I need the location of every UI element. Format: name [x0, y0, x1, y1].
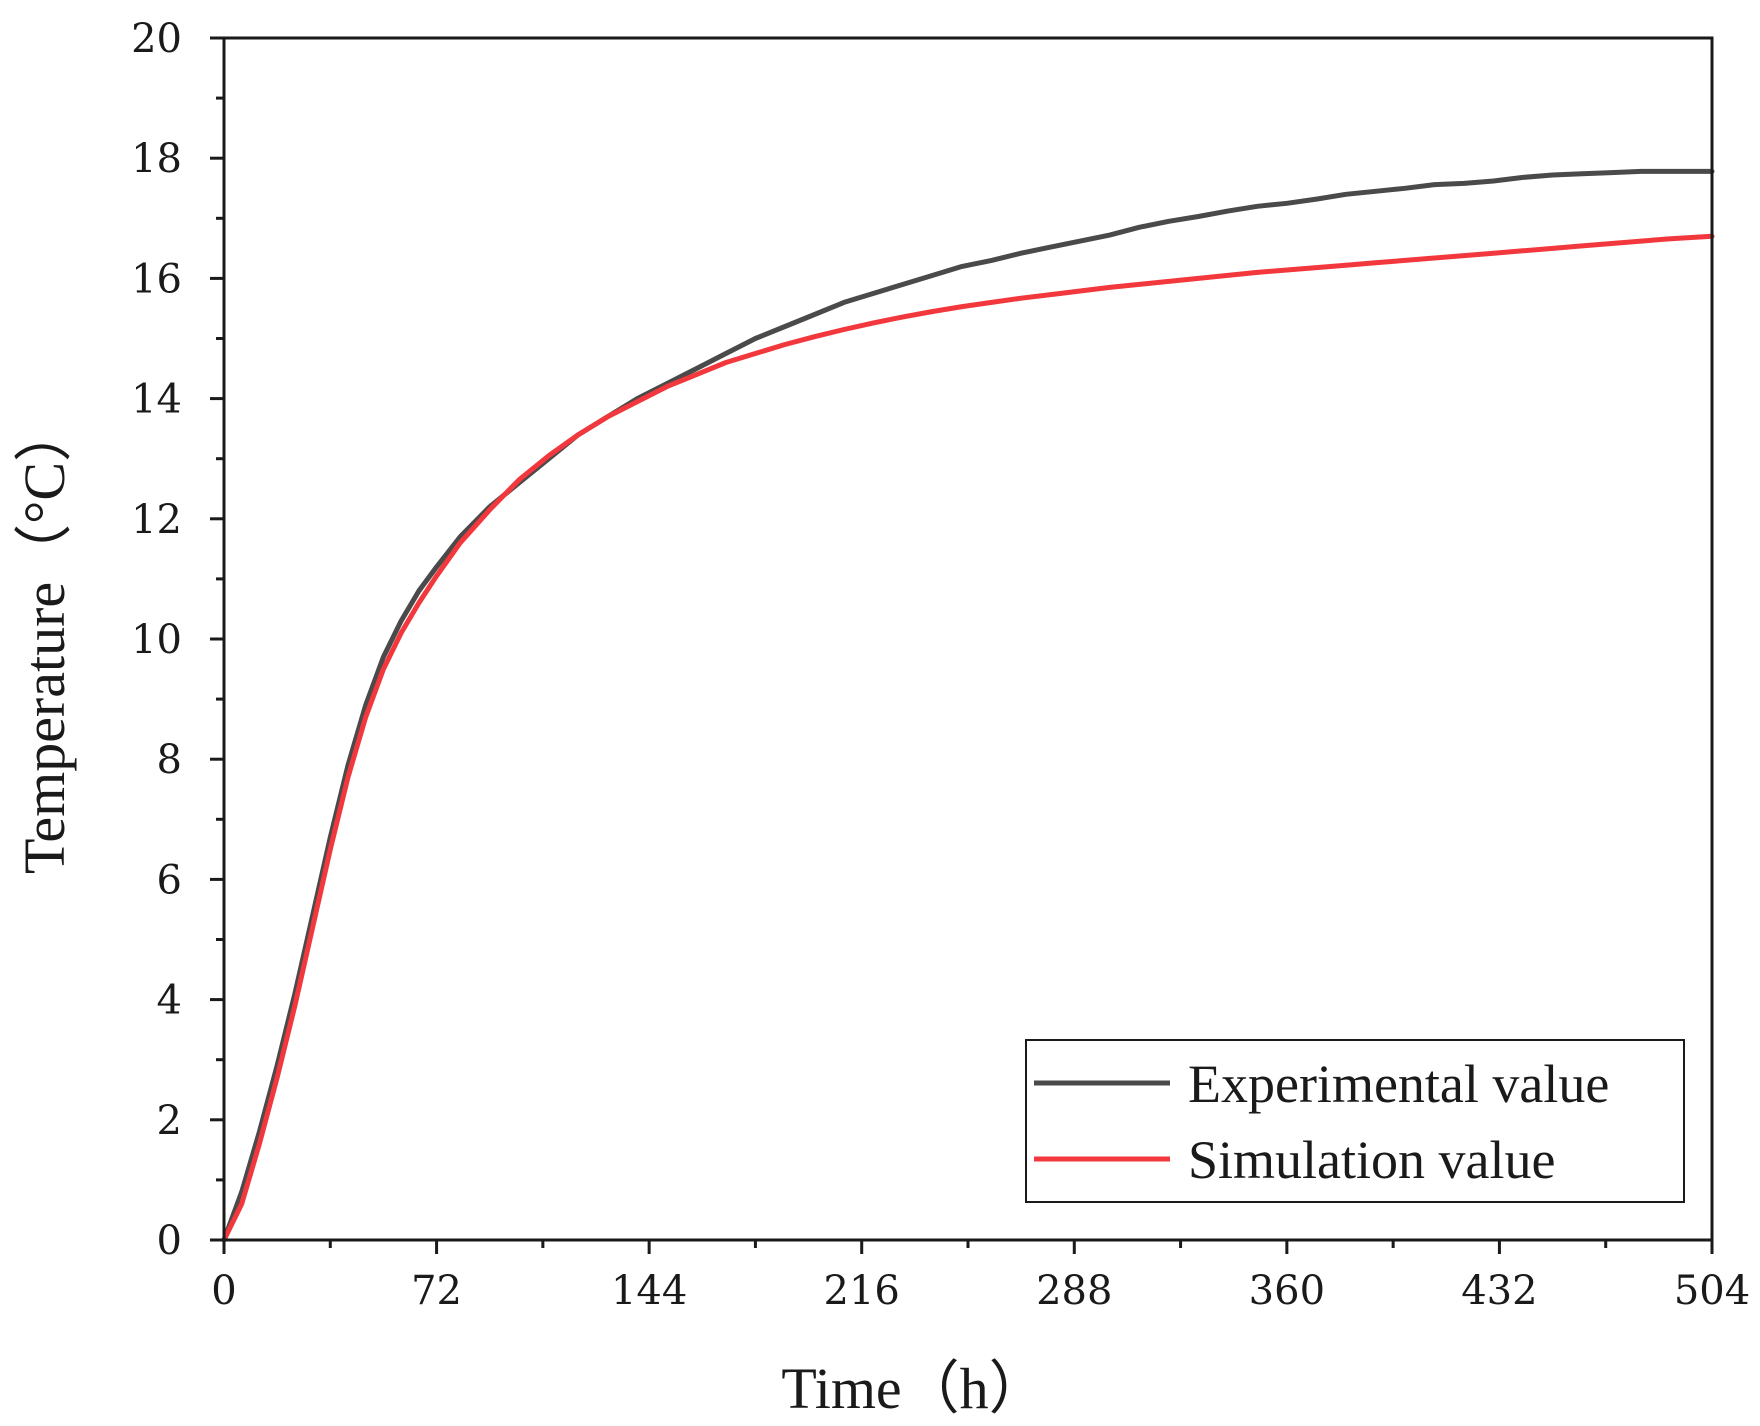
x-axis-title: Time（h） — [781, 1356, 1046, 1421]
x-axis-tick-labels: 0 72 144 216 288 360 432 504 — [211, 1268, 1750, 1314]
x-axis-ticks — [222, 1240, 1714, 1254]
legend: Experimental value Simulation value — [1025, 1039, 1685, 1203]
x-tick-label: 432 — [1461, 1268, 1537, 1314]
y-tick-label: 0 — [157, 1218, 182, 1264]
series-line-experimental-value — [221, 168, 1715, 1243]
y-tick-label: 14 — [131, 377, 182, 423]
x-tick-label: 216 — [824, 1268, 900, 1314]
x-tick-label: 288 — [1036, 1268, 1112, 1314]
x-tick-label: 360 — [1249, 1268, 1325, 1314]
x-tick-label: 0 — [211, 1268, 236, 1314]
y-axis-ticks — [210, 36, 224, 1242]
y-tick-label: 10 — [131, 617, 182, 663]
y-tick-label: 16 — [131, 256, 182, 302]
y-tick-label: 18 — [131, 136, 182, 182]
series-line-simulation-value — [221, 233, 1715, 1243]
plot-lines — [221, 168, 1715, 1243]
legend-label-simulation: Simulation value — [1188, 1130, 1555, 1190]
legend-label-experimental: Experimental value — [1188, 1054, 1609, 1114]
x-tick-label: 504 — [1674, 1268, 1750, 1314]
y-tick-label: 12 — [131, 497, 182, 543]
y-tick-label: 20 — [131, 16, 182, 62]
x-tick-label: 72 — [411, 1268, 462, 1314]
y-tick-label: 8 — [157, 737, 182, 783]
y-tick-label: 6 — [157, 857, 182, 903]
y-tick-label: 4 — [157, 978, 182, 1024]
y-tick-label: 2 — [157, 1098, 182, 1144]
legend-box — [1025, 1039, 1685, 1203]
y-axis-title: Temperature（°C） — [12, 404, 77, 874]
x-tick-label: 144 — [611, 1268, 687, 1314]
y-axis-tick-labels: 0 2 4 6 8 10 12 14 16 18 20 — [131, 16, 182, 1264]
